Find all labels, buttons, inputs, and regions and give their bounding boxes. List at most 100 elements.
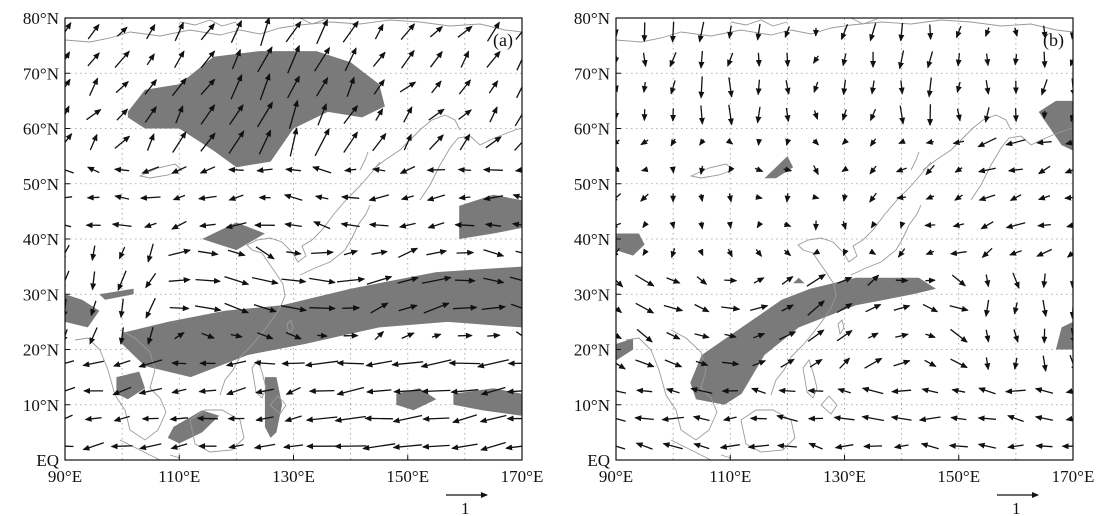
wind-vector (343, 249, 359, 256)
shaded-region-indochina (116, 371, 145, 400)
panel-b-axis-ticks: 90°E 110°E 130°E 150°E 170°E EQ 10°N 20°N 30°N 40… (574, 9, 1094, 486)
wind-vector (925, 194, 935, 200)
lat-tick-label: 20°N (23, 341, 59, 360)
wind-vector (457, 166, 472, 173)
wind-vector (224, 275, 250, 286)
wind-vector (287, 44, 300, 74)
wind-vector (514, 141, 522, 151)
wind-vector (65, 244, 70, 262)
wind-vector (616, 417, 626, 422)
wind-vector (139, 194, 161, 201)
wind-vector (836, 330, 853, 342)
wind-vector (1005, 222, 1026, 230)
lon-tick-label: 130°E (272, 467, 315, 486)
wind-vector (870, 221, 878, 229)
wind-vector (283, 193, 303, 201)
wind-vector (841, 165, 849, 173)
wind-vector (480, 386, 506, 396)
wind-vector (1041, 51, 1048, 69)
wind-vector (922, 303, 939, 313)
wind-vector (752, 360, 767, 367)
wind-vector (288, 99, 299, 129)
wind-vector (697, 21, 705, 43)
wind-vector (138, 387, 163, 396)
wind-vector (616, 166, 620, 172)
lat-tick-label: 30°N (574, 285, 610, 304)
wind-vector (224, 302, 250, 314)
wind-vector (368, 194, 390, 202)
wind-vector (398, 222, 416, 229)
wind-vector (869, 80, 876, 95)
wind-vector (1009, 250, 1022, 256)
wind-vector (228, 443, 244, 450)
wind-vector (669, 21, 676, 43)
coastline-taymyr (730, 18, 878, 27)
wind-vector (721, 305, 741, 312)
wind-vector (398, 247, 419, 258)
wind-vector (698, 105, 705, 125)
wind-vector (783, 249, 792, 257)
wind-vector (756, 220, 764, 229)
wind-vector (666, 277, 681, 284)
lat-tick-label: 80°N (23, 9, 59, 28)
wind-vector (65, 445, 74, 448)
wind-vector (727, 104, 734, 126)
panel-a-shaded-regions (65, 51, 522, 444)
wind-vector (1070, 327, 1073, 345)
wind-vector (479, 414, 507, 424)
wind-vector (144, 222, 157, 229)
lat-tick-label: 20°N (574, 341, 610, 360)
wind-vector (428, 108, 445, 121)
wind-vector (514, 113, 522, 127)
wind-vector (431, 333, 442, 340)
wind-vector (115, 80, 129, 94)
wind-vector (755, 106, 762, 124)
shaded-region-north-china (202, 222, 265, 251)
wind-vector (616, 84, 619, 93)
wind-vector (200, 23, 216, 41)
wind-vector (374, 23, 384, 40)
lat-tick-label: 50°N (23, 175, 59, 194)
lon-tick-label: 110°E (158, 467, 200, 486)
wind-vector (895, 166, 907, 173)
wind-vector (174, 21, 184, 42)
lat-tick-label: 80°N (574, 9, 610, 28)
wind-vector (65, 133, 73, 144)
wind-vector (899, 221, 906, 229)
wind-vector (640, 166, 649, 173)
lat-tick-label: 40°N (574, 230, 610, 249)
wind-vector (486, 50, 501, 68)
wind-vector (751, 387, 766, 395)
wind-vector (116, 108, 129, 121)
wind-vector (283, 443, 304, 450)
wind-vector (898, 50, 905, 70)
wind-vector (373, 79, 385, 95)
wind-vector (635, 274, 655, 287)
wind-vector (616, 306, 623, 314)
wind-vector (86, 194, 100, 201)
wind-vector (783, 221, 792, 228)
wind-vector (426, 166, 446, 173)
wind-vector (516, 85, 522, 99)
wind-vector (890, 414, 912, 421)
wind-vector (253, 360, 276, 367)
wind-vector (1041, 110, 1048, 120)
wind-vector (144, 79, 158, 95)
wind-vector (251, 276, 279, 285)
wind-vector (984, 329, 991, 343)
lat-tick-label: 10°N (574, 396, 610, 415)
wind-vector (116, 26, 128, 37)
wind-vector (807, 300, 825, 316)
wind-vector (642, 220, 649, 229)
wind-vector (229, 104, 244, 125)
wind-vector (197, 250, 219, 257)
coastline-philippines (802, 359, 838, 415)
wind-vector (230, 19, 242, 43)
wind-vector (813, 55, 820, 64)
wind-vector (228, 166, 244, 173)
wind-vector (168, 277, 191, 284)
wind-vector (227, 249, 246, 257)
wind-vector (869, 165, 877, 175)
wind-vector (776, 414, 798, 422)
wind-vector (82, 360, 104, 368)
